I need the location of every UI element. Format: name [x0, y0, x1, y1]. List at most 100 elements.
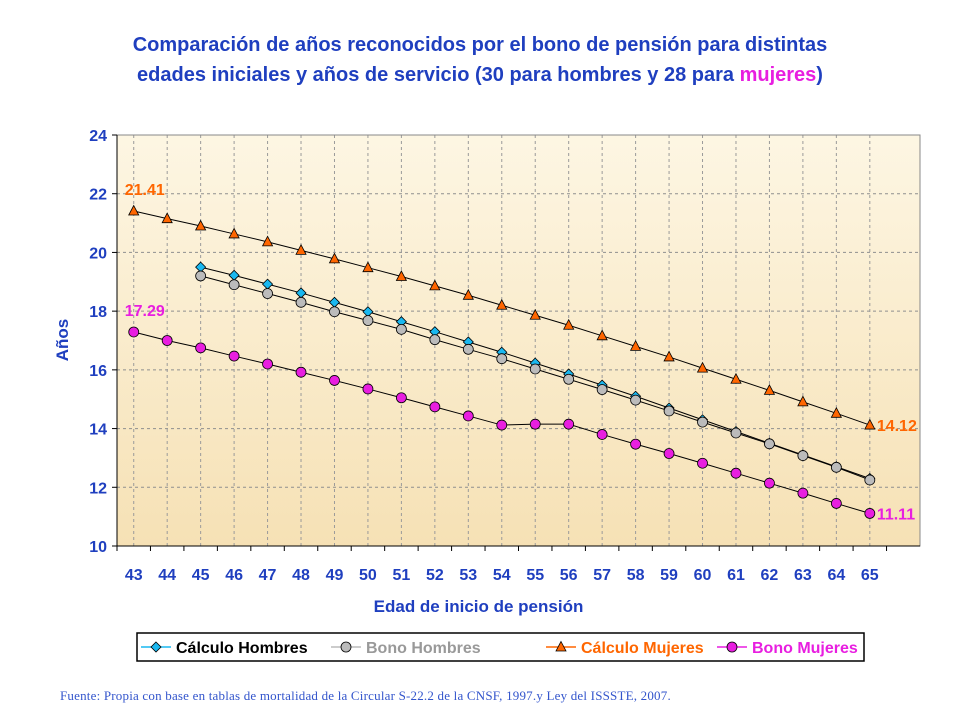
data-point [395, 270, 408, 281]
data-label: 21.41 [125, 182, 165, 199]
data-point [596, 384, 608, 395]
data-point [395, 392, 407, 404]
data-point [764, 477, 775, 489]
data-point [529, 308, 541, 320]
data-label: 11.11 [877, 506, 915, 523]
data-point [663, 405, 675, 417]
x-tick-label: 43 [125, 567, 143, 584]
y-tick-label: 14 [89, 422, 107, 439]
data-point [663, 350, 675, 362]
x-tick-label: 58 [627, 567, 645, 584]
data-point [496, 419, 508, 431]
data-point [563, 373, 575, 385]
source-footnote: Fuente: Propia con base en tablas de mor… [60, 688, 671, 703]
x-tick-label: 57 [593, 567, 611, 584]
data-point [362, 315, 374, 326]
data-point [830, 461, 842, 473]
data-point [161, 212, 173, 224]
data-point [764, 438, 775, 450]
data-point [194, 219, 207, 231]
data-label: 17.29 [125, 303, 165, 320]
y-axis-title: Años [53, 319, 72, 362]
data-point [630, 394, 642, 406]
x-tick-label: 64 [827, 567, 845, 584]
data-point [496, 353, 508, 365]
plot-area [117, 135, 920, 546]
legend: Cálculo Hombres Bono Hombres Cálculo Mujer… [136, 632, 865, 662]
x-tick-label: 44 [158, 567, 176, 584]
chart-title: Comparación de años reconocidos por el b… [0, 30, 960, 90]
data-point [228, 350, 240, 362]
data-point [395, 323, 407, 335]
data-point [295, 366, 307, 378]
data-label: 14.12 [877, 418, 917, 435]
data-point [529, 363, 541, 375]
data-point [362, 383, 374, 395]
data-point [730, 467, 742, 479]
data-point [797, 450, 809, 461]
data-point [262, 288, 273, 299]
y-tick-label: 12 [89, 480, 107, 497]
data-point [228, 279, 240, 291]
data-point [696, 361, 709, 373]
x-tick-label: 60 [694, 567, 712, 584]
data-point [462, 410, 474, 422]
data-point [797, 487, 809, 499]
data-point [262, 358, 273, 370]
x-tick-label: 61 [727, 567, 745, 584]
x-tick-label: 65 [861, 567, 879, 584]
data-point [429, 279, 441, 291]
x-tick-label: 62 [761, 567, 779, 584]
data-point [864, 508, 876, 519]
legend-label: Bono Hombres [366, 640, 481, 657]
data-point [295, 296, 307, 308]
data-point [529, 418, 541, 430]
data-point [362, 261, 374, 273]
chart-title-highlight: mujeres [739, 64, 817, 86]
data-point [195, 342, 207, 354]
chart-title-line-2-prefix: edades iniciales y años de servicio (30 … [137, 64, 740, 86]
data-point [429, 401, 441, 413]
gridlines [117, 134, 920, 546]
data-point [630, 438, 642, 450]
series-c-lculo-mujeres [128, 204, 876, 430]
x-tick-label: 63 [794, 567, 812, 584]
x-tick-label: 55 [526, 567, 544, 584]
legend-marker [555, 640, 567, 652]
x-tick-label: 49 [326, 567, 344, 584]
y-tick-label: 18 [89, 304, 107, 321]
data-point [563, 318, 575, 330]
data-point [864, 418, 876, 430]
data-point [730, 427, 742, 439]
legend-marker [340, 641, 352, 653]
y-tick-label: 24 [89, 128, 107, 145]
data-point [830, 498, 842, 509]
x-tick-label: 51 [392, 567, 410, 584]
x-tick-label: 53 [459, 567, 477, 584]
x-tick-label: 54 [493, 567, 511, 584]
data-point [295, 244, 307, 255]
legend-label: Cálculo Hombres [176, 640, 308, 657]
x-tick-label: 48 [292, 567, 310, 584]
data-point [429, 334, 441, 346]
data-point [161, 335, 173, 346]
data-point [128, 204, 140, 216]
x-tick-label: 46 [225, 567, 243, 584]
data-point [730, 372, 742, 384]
x-tick-label: 45 [192, 567, 210, 584]
data-point [261, 235, 274, 247]
data-point [462, 343, 474, 355]
data-point [629, 340, 642, 351]
data-point [596, 429, 608, 440]
legend-label: Bono Mujeres [752, 640, 858, 657]
x-tick-label: 59 [660, 567, 678, 584]
data-point [797, 395, 809, 407]
y-tick-label: 22 [89, 187, 107, 204]
y-tick-label: 16 [89, 363, 107, 380]
data-point [462, 288, 474, 300]
line-chart: 10 12 14 16 18 20 22 24 43 44 45 46 47 48 49 50 51 52 53 54… [53, 128, 921, 662]
data-point [830, 406, 843, 418]
legend-label: Cálculo Mujeres [581, 640, 704, 657]
x-tick-label: 50 [359, 567, 377, 584]
series-bono-hombres [195, 270, 876, 486]
